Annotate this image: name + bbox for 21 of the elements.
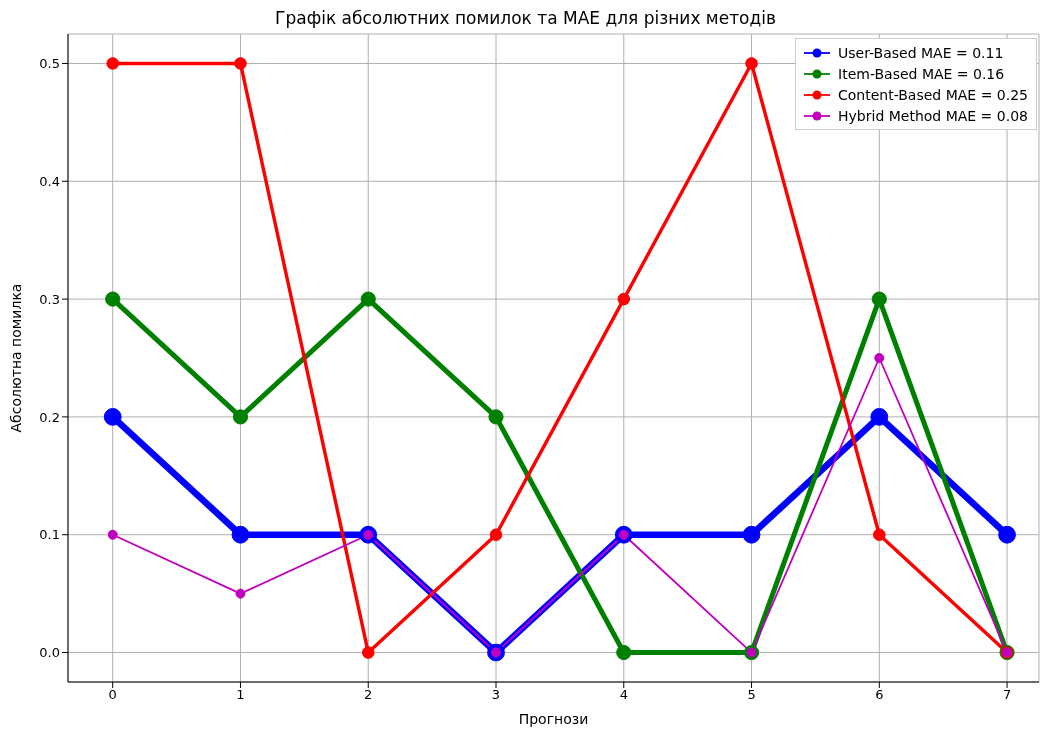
- x-tick-label: 4: [619, 687, 628, 703]
- x-tick-label: 0: [108, 687, 117, 703]
- y-tick-label: 0.2: [39, 409, 60, 425]
- x-tick-label: 5: [747, 687, 756, 703]
- y-tick-label: 0.4: [39, 173, 60, 189]
- x-axis-title: Прогнози: [518, 711, 589, 727]
- chart-title: Графік абсолютних помилок та MAE для різних методів: [274, 8, 777, 30]
- y-tick-label: 0.0: [39, 645, 60, 661]
- y-axis-title: Абсолютна помилка: [7, 283, 24, 433]
- y-tick-label: 0.5: [39, 56, 60, 72]
- legend-label: Item-Based MAE = 0.16: [838, 65, 1005, 82]
- y-tick-label: 0.1: [39, 527, 60, 543]
- x-tick-label: 6: [875, 687, 884, 703]
- x-tick-label: 1: [236, 687, 245, 703]
- x-tick-label: 2: [364, 687, 373, 703]
- x-tick-label: 7: [1002, 687, 1012, 703]
- legend-label: User-Based MAE = 0.11: [838, 44, 1004, 61]
- legend-label: Content-Based MAE = 0.25: [838, 86, 1028, 103]
- legend-label: Hybrid Method MAE = 0.08: [838, 107, 1028, 124]
- y-tick-label: 0.3: [39, 291, 60, 307]
- x-tick-label: 3: [491, 687, 501, 703]
